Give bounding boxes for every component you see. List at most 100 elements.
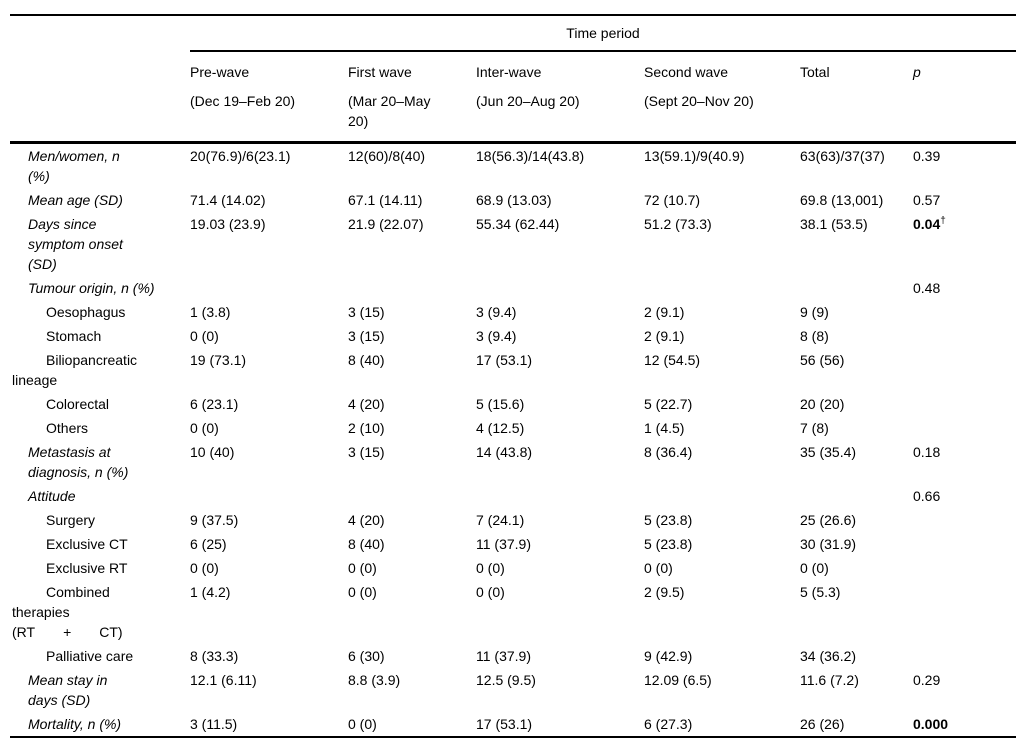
cell-value: 5 (23.8) <box>644 536 693 552</box>
cell-value: 0 (0) <box>644 560 673 576</box>
p-value: 0.48 <box>913 280 941 296</box>
cell-value: 26 (26) <box>800 712 913 738</box>
p-value <box>913 392 1016 416</box>
p-value <box>913 532 1016 556</box>
cell-value: 0 (0) <box>190 420 219 436</box>
cell-value: 5 (23.8) <box>644 512 693 528</box>
column-header-label: p <box>913 64 921 80</box>
cell-value <box>644 276 800 300</box>
p-value <box>913 508 1016 532</box>
table-row: Combined therapies (RT + CT) 1 (4.2) 0 (0) 0 … <box>10 580 1016 644</box>
row-label: Mean age (SD) <box>28 192 123 208</box>
cell-value: 5 (22.7) <box>644 396 693 412</box>
column-header: Inter-wave (Jun 20–Aug 20) <box>476 51 644 144</box>
cell-value: 30 (31.9) <box>800 536 857 552</box>
cell-value: 71.4 (14.02) <box>190 192 266 208</box>
cell-value: 3 (15) <box>348 304 385 320</box>
cell-value: 0 (0) <box>190 560 219 576</box>
cell-value: 0 (0) <box>800 560 829 576</box>
cell-value: 67.1 (14.11) <box>348 192 423 208</box>
cell-value <box>800 484 913 508</box>
cell-value: 72 (10.7) <box>644 192 701 208</box>
cell-value: 3 (15) <box>348 328 385 344</box>
cell-value: 17 (53.1) <box>476 352 533 368</box>
cell-value: 8.8 (3.9) <box>348 672 401 688</box>
cell-value: 9 (37.5) <box>190 512 239 528</box>
cell-value: 8 (36.4) <box>644 444 693 460</box>
cell-value: 7 (24.1) <box>476 512 525 528</box>
cell-value: 3 (9.4) <box>476 328 517 344</box>
cell-value: 38.1 (53.5) <box>800 216 868 232</box>
cell-value: 3 (15) <box>348 444 385 460</box>
cell-value: 1 (4.2) <box>190 584 231 600</box>
table-row: Mean stay in days (SD) 12.1 (6.11) 8.8 (3.9… <box>10 668 1016 712</box>
cell-value: 8 (8) <box>800 328 829 344</box>
table-row: Others 0 (0) 2 (10) 4 (12.5) 1 (4.5) 7 (8) <box>10 416 1016 440</box>
table-row: Colorectal 6 (23.1) 4 (20) 5 (15.6) 5 (22.7)… <box>10 392 1016 416</box>
cell-value: 0 (0) <box>348 712 476 738</box>
spanner-row: Time period <box>10 15 1016 52</box>
cell-value: 35 (35.4) <box>800 444 857 460</box>
row-label: Exclusive RT <box>46 560 128 576</box>
cell-value: 9 (42.9) <box>644 648 693 664</box>
row-label: Days since symptom onset (SD) <box>28 216 123 272</box>
cell-value: 2 (9.1) <box>644 328 685 344</box>
cell-value <box>644 484 800 508</box>
spanner-label: Time period <box>566 25 640 41</box>
stub-cell <box>10 51 190 144</box>
row-label: Surgery <box>46 512 96 528</box>
cell-value <box>190 484 348 508</box>
cell-value: 4 (12.5) <box>476 420 525 436</box>
cell-value: 12.5 (9.5) <box>476 672 536 688</box>
cell-value: 20 (20) <box>800 396 845 412</box>
cell-value: 1 (3.8) <box>190 304 231 320</box>
p-value: 0.39 <box>913 148 941 164</box>
column-header: Total <box>800 51 913 144</box>
table-row: Men/women, n (%) 20(76.9)/6(23.1) 12(60)/8(… <box>10 143 1016 189</box>
row-label: Others <box>46 420 89 436</box>
table-body: Men/women, n (%) 20(76.9)/6(23.1) 12(60)/8(… <box>10 143 1016 738</box>
cell-value: 25 (26.6) <box>800 512 857 528</box>
row-label: Men/women, n (%) <box>28 148 120 184</box>
cell-value: 2 (9.1) <box>644 304 685 320</box>
stub-cell <box>10 15 190 51</box>
p-value: 0.000 <box>913 712 1016 738</box>
column-header: First wave (Mar 20–May 20) <box>348 51 476 144</box>
p-value: 0.29 <box>913 672 941 688</box>
p-value <box>913 300 1016 324</box>
cell-value: 34 (36.2) <box>800 648 857 664</box>
cell-value: 12 (54.5) <box>644 352 701 368</box>
row-label: Oesophagus <box>46 304 126 320</box>
table-row: Exclusive CT 6 (25) 8 (40) 11 (37.9) 5 (23.8… <box>10 532 1016 556</box>
cell-value <box>348 276 476 300</box>
table-row: Metastasis at diagnosis, n (%) 10 (40) 3 (1… <box>10 440 1016 484</box>
cell-value: 51.2 (73.3) <box>644 216 712 232</box>
column-header-label: Second wave <box>644 64 729 80</box>
cell-value: 21.9 (22.07) <box>348 216 424 232</box>
table-row: Mortality, n (%) 3 (11.5) 0 (0) 17 (53.1) 6 … <box>10 712 1016 738</box>
cell-value: 9 (9) <box>800 304 829 320</box>
row-label: Tumour origin, n (%) <box>28 280 155 296</box>
cell-value: 6 (27.3) <box>644 712 800 738</box>
column-header-label: Pre-wave <box>190 64 250 80</box>
column-header-row: Pre-wave (Dec 19–Feb 20) First wave (Mar 20… <box>10 51 1016 144</box>
cell-value: 8 (40) <box>348 352 385 368</box>
spanner-cell: Time period <box>190 15 1016 52</box>
p-value: 0.57 <box>913 192 941 208</box>
p-value <box>913 348 1016 392</box>
cell-value: 8 (33.3) <box>190 648 239 664</box>
cell-value <box>476 484 644 508</box>
column-header-label: Inter-wave <box>476 64 542 80</box>
cell-value: 7 (8) <box>800 420 829 436</box>
table-row: Exclusive RT 0 (0) 0 (0) 0 (0) 0 (0) 0 (0) <box>10 556 1016 580</box>
column-header-dates: (Dec 19–Feb 20) <box>190 93 296 109</box>
cell-value: 63(63)/37(37) <box>800 148 885 164</box>
cell-value: 18(56.3)/14(43.8) <box>476 148 585 164</box>
cell-value: 55.34 (62.44) <box>476 216 560 232</box>
cell-value: 2 (10) <box>348 420 385 436</box>
table-row: Tumour origin, n (%) 0.48 <box>10 276 1016 300</box>
cell-value: 12.09 (6.5) <box>644 672 712 688</box>
dagger-mark: † <box>940 215 946 227</box>
row-label: Biliopancreatic lineage <box>12 352 138 388</box>
column-header-dates: (Jun 20–Aug 20) <box>476 93 580 109</box>
